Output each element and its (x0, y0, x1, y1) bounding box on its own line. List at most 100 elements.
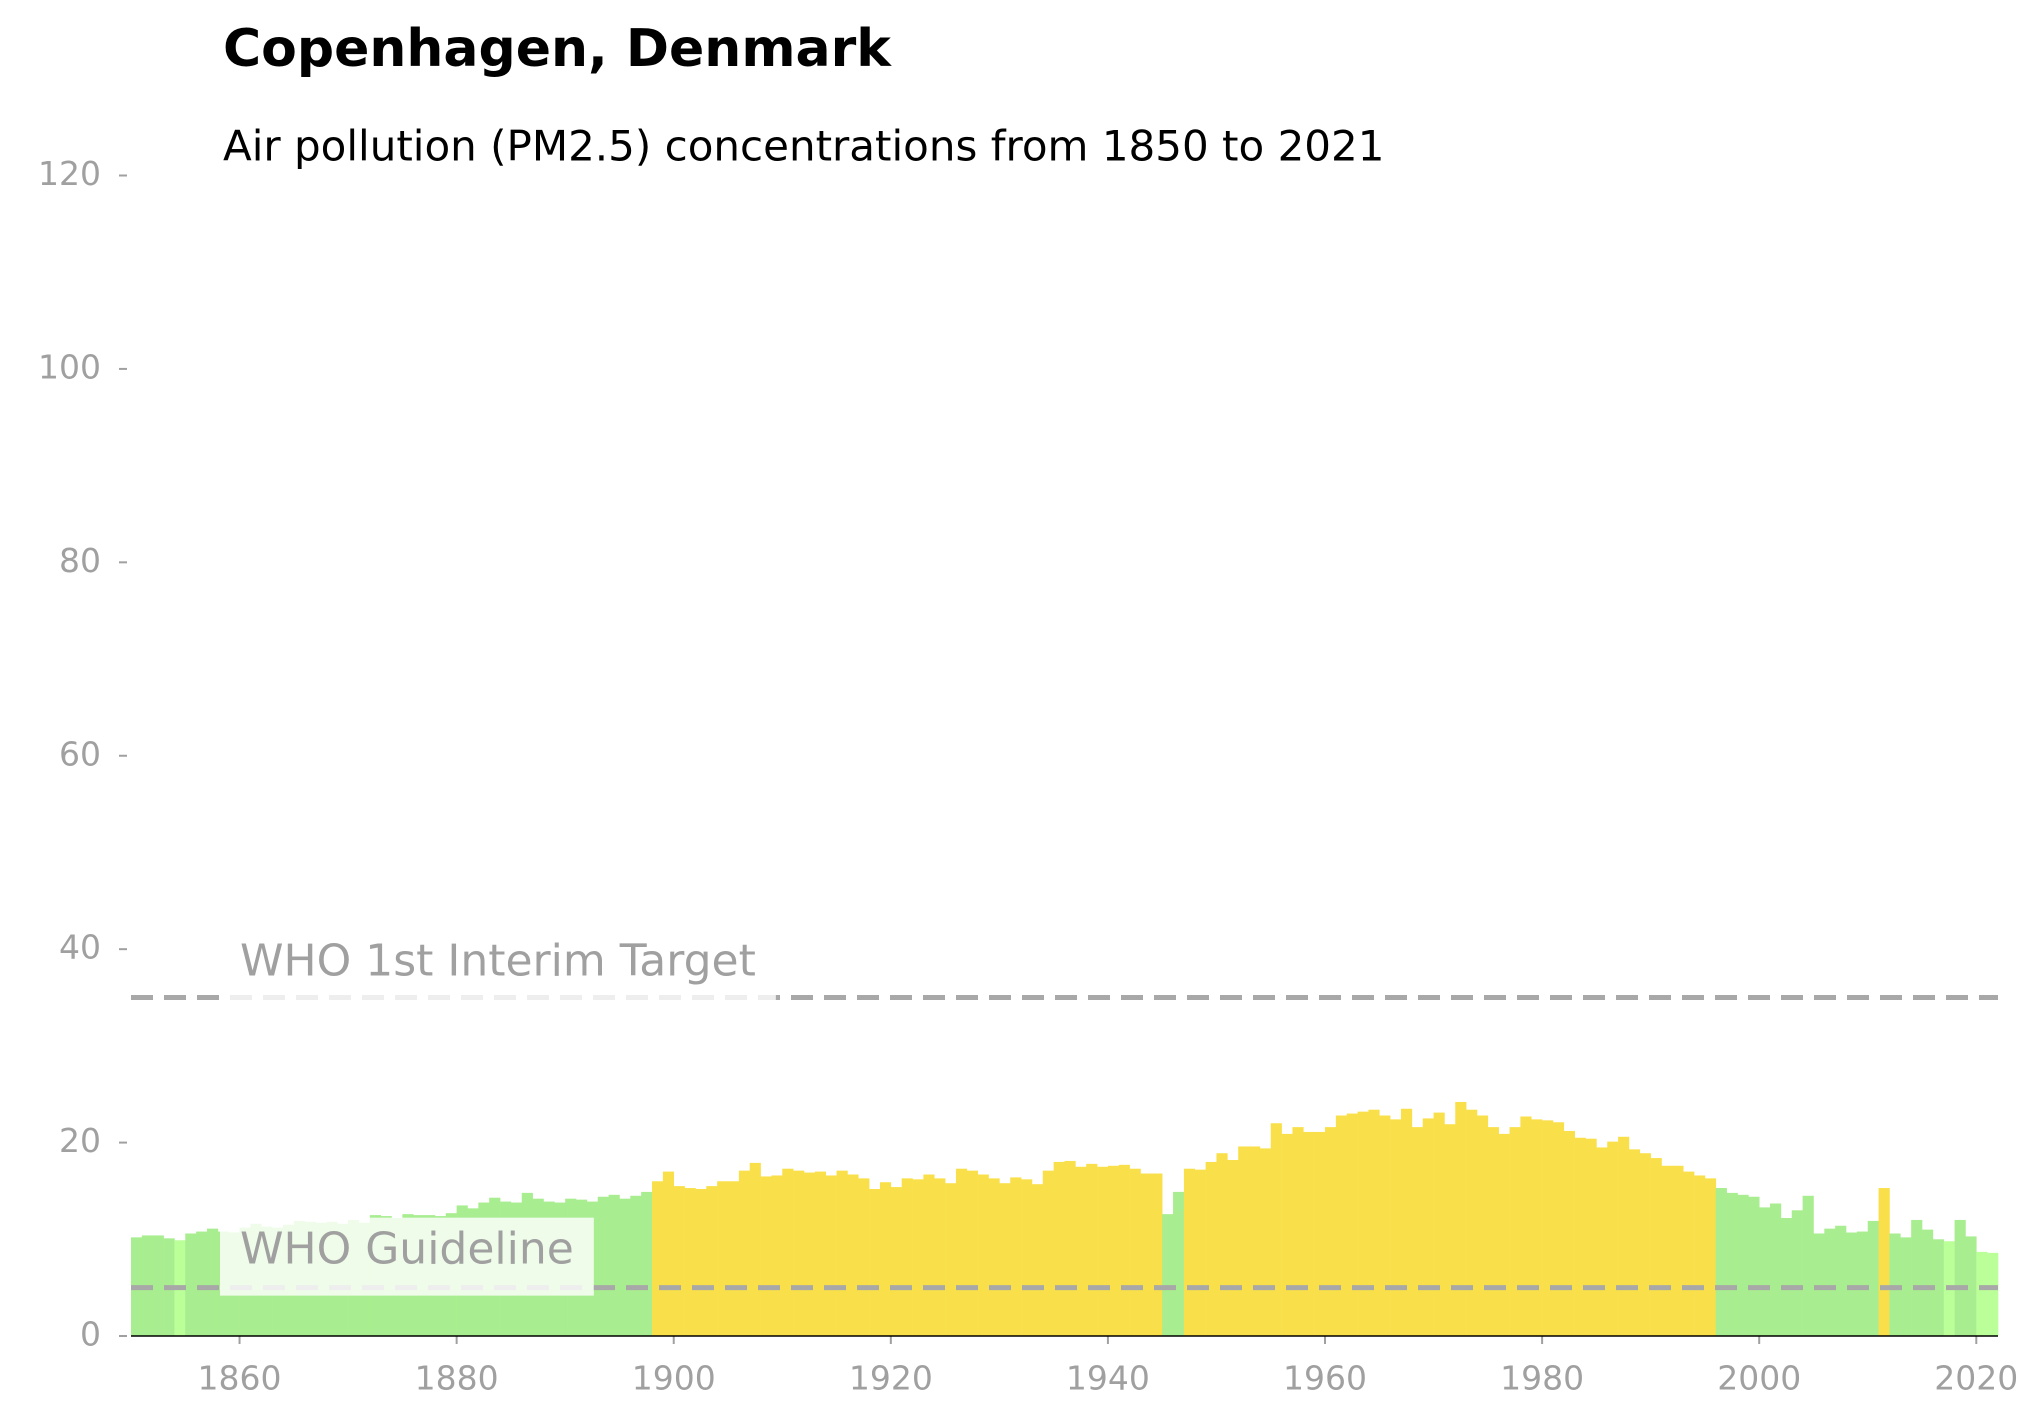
bar (1596, 1147, 1608, 1336)
bar (1922, 1229, 1934, 1336)
bar (1444, 1124, 1456, 1336)
bar (1075, 1166, 1087, 1336)
bar (684, 1188, 696, 1336)
bar (945, 1183, 957, 1336)
bar (1748, 1196, 1760, 1336)
bar (1466, 1109, 1478, 1336)
bar (1704, 1178, 1717, 1336)
bar (1563, 1130, 1575, 1336)
bar (1552, 1122, 1565, 1336)
bar (1368, 1109, 1380, 1336)
reference-label: WHO Guideline (240, 1224, 574, 1275)
y-tick-label: 100 (38, 347, 101, 386)
bar (803, 1172, 816, 1336)
bar (1813, 1233, 1825, 1336)
bar (1509, 1127, 1521, 1336)
y-tick-label: 80 (59, 541, 101, 580)
bar (706, 1186, 718, 1336)
bar (1335, 1115, 1348, 1336)
bar (1639, 1153, 1651, 1336)
bar (749, 1162, 761, 1336)
reference-label: WHO 1st Interim Target (240, 936, 756, 987)
bar (1107, 1165, 1120, 1336)
bar (771, 1175, 783, 1336)
bar (1097, 1166, 1109, 1336)
bar (1683, 1171, 1695, 1336)
bar (1900, 1237, 1912, 1336)
bar (1976, 1251, 1988, 1336)
bar (1759, 1207, 1771, 1336)
label-background (220, 1217, 594, 1296)
bar (185, 1233, 197, 1336)
bar (825, 1175, 837, 1336)
bar (1357, 1111, 1369, 1336)
x-tick-label: 2000 (1717, 1359, 1801, 1398)
bar (641, 1191, 653, 1336)
x-tick-label: 1940 (1066, 1359, 1150, 1398)
bar (1064, 1160, 1076, 1336)
bar (977, 1174, 989, 1336)
bar (206, 1228, 219, 1336)
bar (934, 1178, 946, 1336)
bar (1021, 1179, 1033, 1336)
bar (1476, 1115, 1489, 1336)
bar (1151, 1173, 1163, 1336)
bar (1770, 1203, 1782, 1336)
bar (1846, 1232, 1858, 1336)
bar (879, 1182, 892, 1336)
bar (1292, 1127, 1304, 1336)
x-tick-label: 1980 (1500, 1359, 1584, 1398)
bar (1053, 1161, 1065, 1336)
bar (1987, 1252, 1999, 1336)
bar (760, 1176, 772, 1336)
bar (1715, 1188, 1727, 1336)
y-tick-label: 60 (59, 734, 101, 773)
y-tick-label: 20 (59, 1121, 101, 1160)
bar (1162, 1214, 1174, 1336)
bar (1726, 1192, 1738, 1336)
x-tick-label: 2020 (1934, 1359, 2018, 1398)
bar (196, 1231, 208, 1336)
bar (662, 1171, 675, 1336)
bar (1954, 1219, 1966, 1336)
x-tick-label: 1880 (415, 1359, 499, 1398)
bar (1672, 1165, 1684, 1336)
bar (847, 1174, 859, 1336)
bar (717, 1181, 729, 1336)
y-tick-label: 40 (59, 928, 101, 967)
bar (1574, 1137, 1586, 1336)
bar (1400, 1108, 1413, 1336)
bar (1856, 1231, 1869, 1336)
x-tick-label: 1900 (632, 1359, 716, 1398)
bar (1889, 1233, 1901, 1336)
bar (1194, 1169, 1206, 1336)
bar (1140, 1173, 1152, 1336)
bar (1878, 1188, 1890, 1336)
bar (1303, 1131, 1315, 1336)
y-tick-label: 0 (80, 1315, 101, 1354)
bar (1455, 1101, 1467, 1336)
bar (1118, 1164, 1130, 1336)
x-tick-label: 1920 (849, 1359, 933, 1398)
bar (1911, 1219, 1923, 1336)
bar (1791, 1210, 1803, 1336)
bar (1422, 1118, 1434, 1336)
bar (1835, 1225, 1847, 1336)
bar (1433, 1112, 1445, 1336)
bar (1325, 1127, 1337, 1336)
bar (1129, 1168, 1141, 1336)
y-tick-label: 120 (38, 154, 101, 193)
bar (1867, 1220, 1879, 1336)
bar (869, 1189, 881, 1336)
bar (1618, 1136, 1630, 1336)
bar (1737, 1194, 1749, 1336)
bar (1259, 1148, 1272, 1336)
bar (999, 1183, 1011, 1336)
bar (912, 1179, 924, 1336)
bar (1824, 1228, 1836, 1336)
bar (1650, 1158, 1662, 1336)
bar (1628, 1149, 1641, 1336)
bar (1585, 1138, 1597, 1336)
bar (728, 1181, 740, 1336)
